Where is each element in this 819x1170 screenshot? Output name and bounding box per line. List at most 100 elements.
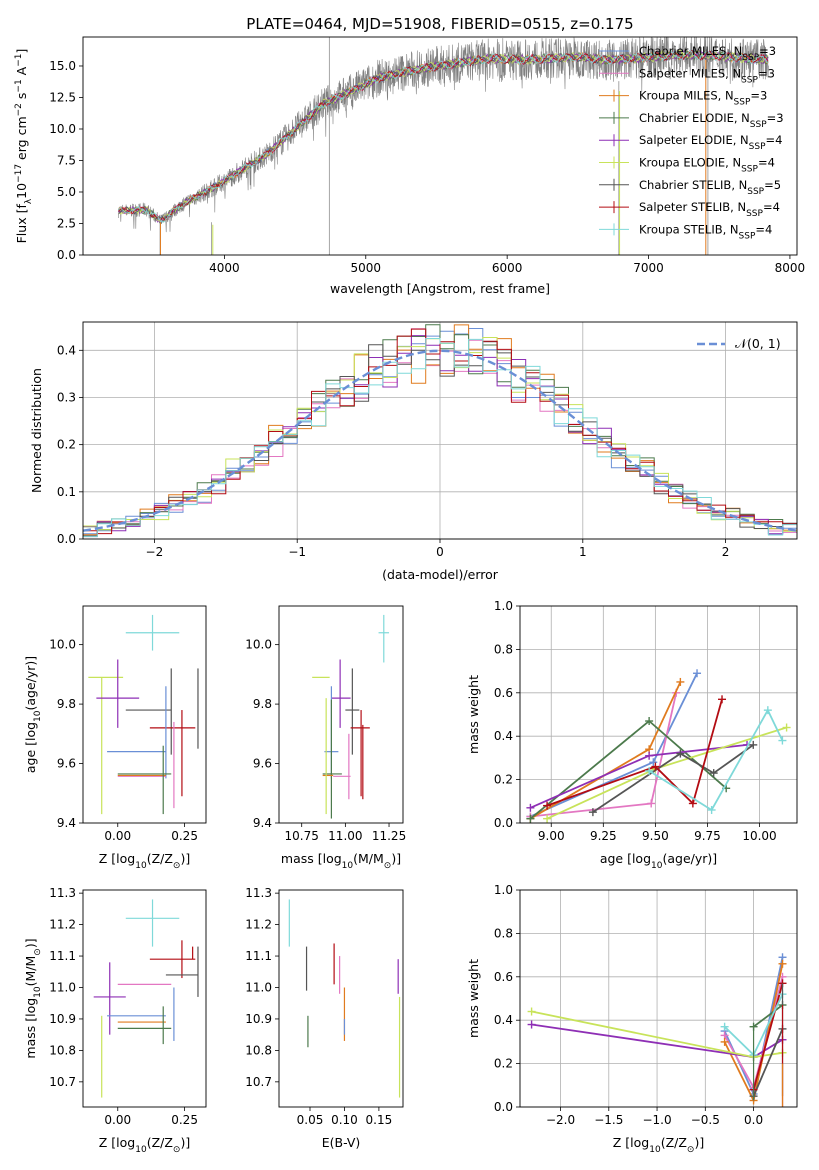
y-axis-label-part: mass [log xyxy=(23,998,38,1059)
legend-label-part: =3 xyxy=(750,89,767,103)
legend-label-part: SSP xyxy=(747,187,764,197)
legend-label-part: Chabrier MILES, N xyxy=(639,44,742,58)
y-tick-label: 11.2 xyxy=(245,918,272,932)
y-tick-label: 10.7 xyxy=(49,1075,76,1089)
y-tick-label: 9.8 xyxy=(57,697,76,711)
weight-line xyxy=(753,1004,784,1028)
legend-label: Kroupa ELODIE, NSSP=4 xyxy=(639,156,775,175)
plot-area-mass-vs-z xyxy=(93,899,199,1098)
legend-label: Chabrier ELODIE, NSSP=3 xyxy=(639,111,784,130)
x-tick-label: 4000 xyxy=(209,261,240,275)
weight-line xyxy=(546,699,723,807)
legend-label-part: Salpeter ELODIE, N xyxy=(639,133,749,147)
legend-label-part: SSP xyxy=(749,142,766,152)
y-axis-label-part: λ xyxy=(24,198,34,204)
histogram-step xyxy=(83,324,797,531)
x-tick-label: 0.25 xyxy=(171,829,198,843)
legend-label-part: =4 xyxy=(758,156,775,170)
weight-line xyxy=(648,708,784,812)
x-axis-label: Z [log10(Z/Z⊙)] xyxy=(99,1135,190,1155)
x-tick-label: −2.0 xyxy=(546,1113,575,1127)
x-axis-label-part: ⊙ xyxy=(173,1145,181,1155)
y-axis-label-part: 10 xyxy=(33,710,43,722)
legend-label-part: SSP xyxy=(741,165,758,175)
legend-label-part: Chabrier STELIB, N xyxy=(639,178,747,192)
x-tick-label: 5000 xyxy=(350,261,381,275)
model-spectrum xyxy=(118,49,769,225)
axes-frame xyxy=(278,889,404,1108)
y-tick-label: 0.0 xyxy=(494,816,513,830)
y-tick-label: 7.5 xyxy=(57,153,76,167)
x-tick-label: 0.25 xyxy=(171,1113,198,1127)
legend-label: Kroupa STELIB, NSSP=4 xyxy=(639,222,772,241)
x-axis-label-part: ⊙ xyxy=(384,861,392,871)
x-tick-label: 0.00 xyxy=(104,1113,131,1127)
x-axis-label-part: 10 xyxy=(342,861,354,871)
x-axis-label-part: 10 xyxy=(135,861,147,871)
panel-residuals: −2 −1 0 1 2 0.0 0.1 0.2 0.3 0.4 𝒩(0, 1) (data-model… xyxy=(29,321,798,582)
x-tick-label: 9.25 xyxy=(590,829,617,843)
axes-frame xyxy=(82,889,207,1108)
axes-frame xyxy=(519,889,798,1108)
x-axis-label-part: Z [log xyxy=(99,1135,135,1150)
x-tick-label: 8000 xyxy=(775,261,806,275)
legend-label-part: =4 xyxy=(755,222,772,236)
y-axis-label-part: −1 xyxy=(14,79,24,92)
y-axis-label-part: −17 xyxy=(14,164,24,183)
y-tick-label: 10.0 xyxy=(245,638,272,652)
y-axis-label-part: age [log xyxy=(23,722,38,773)
x-axis-label-part: ⊙ xyxy=(173,861,181,871)
x-axis-label-part: E(B-V) xyxy=(322,1135,361,1150)
x-tick-label: −1.5 xyxy=(594,1113,623,1127)
legend-label-part: =4 xyxy=(766,133,783,147)
histogram-step xyxy=(83,338,797,538)
y-axis-label: mass weight xyxy=(466,675,481,754)
y-tick-label: 0.0 xyxy=(57,532,76,546)
x-tick-label: 0.15 xyxy=(366,1113,393,1127)
x-tick-label: 9.75 xyxy=(694,829,721,843)
y-tick-label: 11.0 xyxy=(49,980,76,994)
y-tick-label: 12.5 xyxy=(49,90,76,104)
y-tick-label: 11.0 xyxy=(245,980,272,994)
y-axis-label-part: 10 xyxy=(14,183,29,199)
legend-label-part: SSP xyxy=(750,120,767,130)
y-tick-label: 10.8 xyxy=(245,1043,272,1057)
y-axis-label-part: −1 xyxy=(14,54,24,67)
y-axis-label-part: erg cm xyxy=(14,116,29,164)
legend-label-part: Kroupa MILES, N xyxy=(639,89,734,103)
y-tick-label: 11.3 xyxy=(245,886,272,900)
x-tick-label: −2 xyxy=(146,545,164,559)
x-axis-label: Z [log10(Z/Z⊙)] xyxy=(99,851,190,871)
y-tick-label: 10.0 xyxy=(49,638,76,652)
x-axis-label-part: (Z/Z xyxy=(661,1135,687,1150)
legend-label-part: Salpeter MILES, N xyxy=(639,66,741,80)
panel-weight-vs-z: −2.0 −1.5 −1.0 −0.5 0.0 0.0 0.2 0.4 0.6 0.8 1.0 Z [… xyxy=(466,883,798,1155)
y-axis-label: Flux [fλ10−17 erg cm−2 s−1 A−1] xyxy=(14,49,34,244)
y-axis-label-part: ⊙ xyxy=(33,948,43,956)
y-tick-label: 9.4 xyxy=(57,816,76,830)
x-tick-label: 0.0 xyxy=(744,1113,763,1127)
y-axis-label-part: (M/M xyxy=(23,956,38,987)
figure-title: PLATE=0464, MJD=51908, FIBERID=0515, z=0… xyxy=(246,15,633,33)
x-axis-label-part: (Z/Z xyxy=(147,1135,173,1150)
x-tick-label: 1 xyxy=(579,545,587,559)
axes-frame xyxy=(278,605,404,824)
x-tick-label: −1.0 xyxy=(642,1113,671,1127)
axes-frame xyxy=(519,605,798,824)
y-tick-label: 9.6 xyxy=(57,757,76,771)
legend-label-part: =3 xyxy=(758,66,775,80)
y-tick-label: 0.2 xyxy=(494,1057,513,1071)
x-axis-label: age [log10(age/yr)] xyxy=(600,851,717,871)
x-axis-label-part: age [log xyxy=(600,851,651,866)
legend-label: Kroupa MILES, NSSP=3 xyxy=(639,89,767,108)
axes-frame xyxy=(82,605,207,824)
x-tick-label: 9.50 xyxy=(642,829,669,843)
y-tick-label: 0.8 xyxy=(494,926,513,940)
panel-mass-vs-z: 0.00 0.25 10.7 10.8 10.9 11.0 11.1 11.2 11.3 Z [l… xyxy=(23,886,207,1155)
x-axis-label: wavelength [Angstrom, rest frame] xyxy=(330,281,550,296)
legend-label-part: =5 xyxy=(764,178,781,192)
y-tick-label: 10.9 xyxy=(245,1012,272,1026)
x-tick-label: 6000 xyxy=(492,261,523,275)
